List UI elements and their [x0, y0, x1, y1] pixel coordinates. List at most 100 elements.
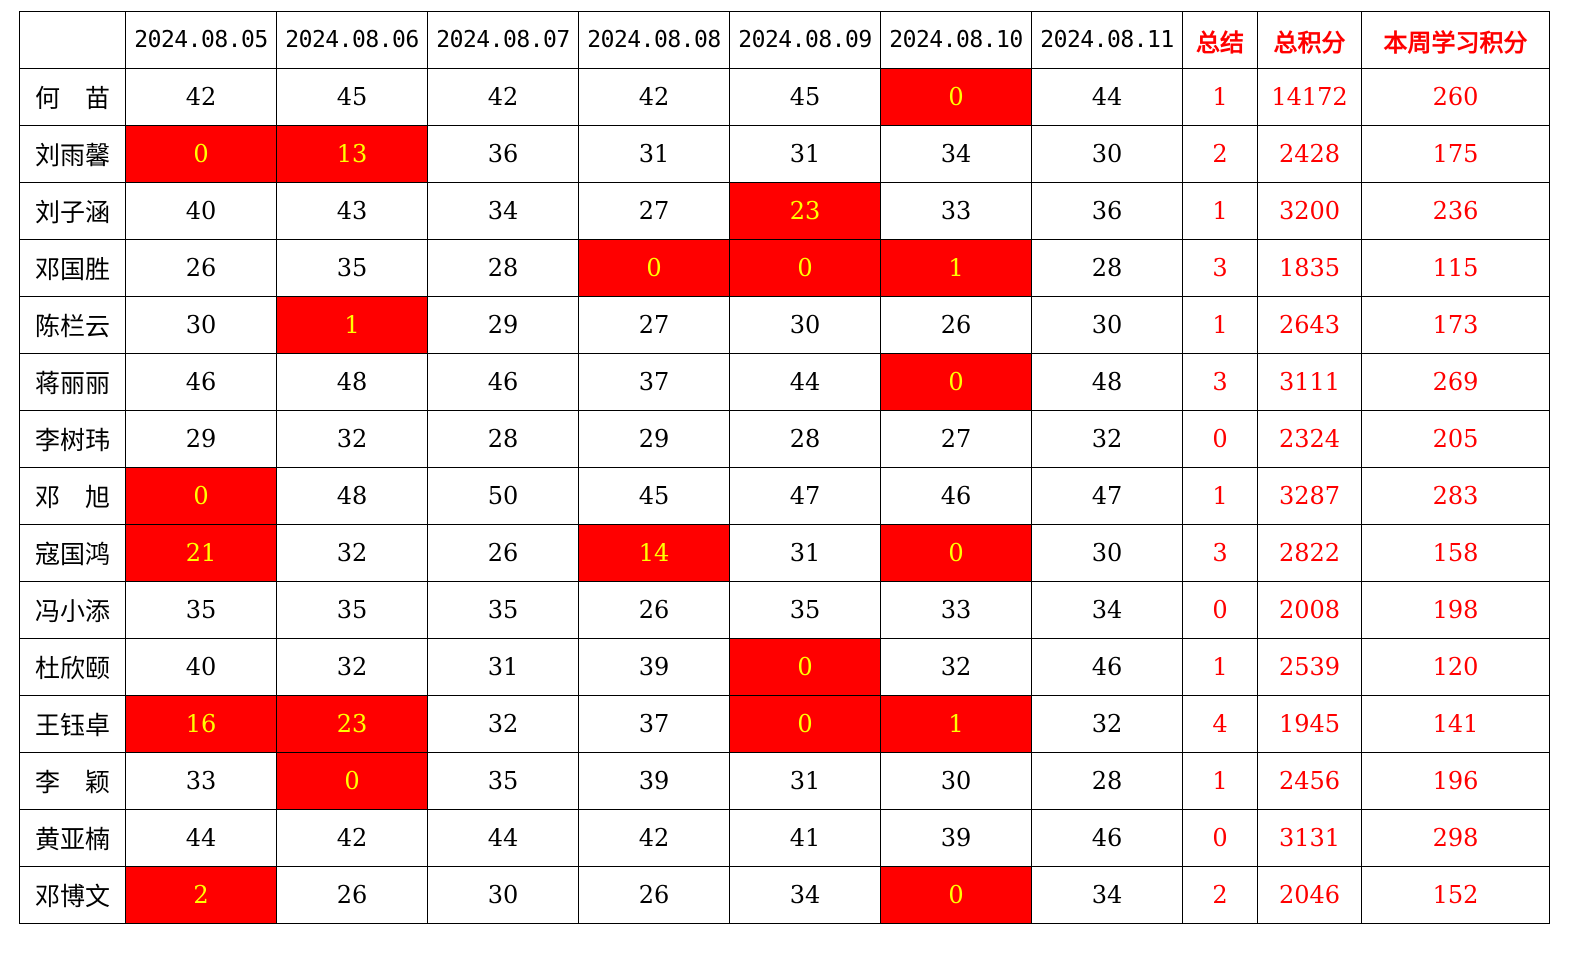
student-name: 杜欣颐: [19, 638, 126, 696]
daily-score: 29: [427, 296, 579, 354]
table-row: 王钰卓 16 23 32 37 0 1 32 4 1945 141: [19, 695, 1550, 753]
table-row: 邓博文 2 26 30 26 34 0 34 2 2046 152: [19, 866, 1550, 924]
weekly-points-header: 本周学习积分: [1361, 11, 1550, 69]
weekly-points: 120: [1361, 638, 1550, 696]
date-header: 2024.08.07: [427, 11, 579, 69]
summary-count: 3: [1182, 239, 1258, 297]
daily-score: 48: [276, 467, 428, 525]
daily-score: 33: [880, 581, 1032, 639]
daily-score: 39: [578, 638, 730, 696]
table-row: 何 苗 42 45 42 42 45 0 44 1 14172 260: [19, 68, 1550, 126]
daily-score: 35: [276, 239, 428, 297]
weekly-points: 173: [1361, 296, 1550, 354]
summary-count: 1: [1182, 638, 1258, 696]
daily-score-flagged: 0: [276, 752, 428, 810]
weekly-points: 152: [1361, 866, 1550, 924]
daily-score: 42: [427, 68, 579, 126]
daily-score: 28: [1031, 239, 1183, 297]
daily-score: 34: [880, 125, 1032, 183]
daily-score: 40: [125, 182, 277, 240]
daily-score: 39: [578, 752, 730, 810]
daily-score: 28: [729, 410, 881, 468]
summary-count: 1: [1182, 296, 1258, 354]
student-name: 刘雨馨: [19, 125, 126, 183]
daily-score: 34: [1031, 581, 1183, 639]
total-points-header: 总积分: [1257, 11, 1362, 69]
daily-score: 47: [1031, 467, 1183, 525]
date-header: 2024.08.08: [578, 11, 730, 69]
daily-score: 33: [880, 182, 1032, 240]
corner-cell: [19, 11, 126, 69]
daily-score: 26: [578, 866, 730, 924]
student-name: 蒋丽丽: [19, 353, 126, 411]
daily-score-flagged: 0: [880, 524, 1032, 582]
summary-count: 1: [1182, 467, 1258, 525]
total-points: 2324: [1257, 410, 1362, 468]
weekly-points: 141: [1361, 695, 1550, 753]
daily-score: 32: [276, 410, 428, 468]
daily-score: 46: [427, 353, 579, 411]
summary-count: 4: [1182, 695, 1258, 753]
table-row: 蒋丽丽 46 48 46 37 44 0 48 3 3111 269: [19, 353, 1550, 411]
student-name: 陈栏云: [19, 296, 126, 354]
daily-score: 32: [276, 638, 428, 696]
student-name: 黄亚楠: [19, 809, 126, 867]
daily-score: 47: [729, 467, 881, 525]
total-points: 2456: [1257, 752, 1362, 810]
daily-score: 40: [125, 638, 277, 696]
daily-score: 35: [729, 581, 881, 639]
daily-score: 41: [729, 809, 881, 867]
table-body: 2024.08.05 2024.08.06 2024.08.07 2024.08…: [19, 11, 1550, 924]
daily-score: 30: [1031, 524, 1183, 582]
daily-score: 46: [125, 353, 277, 411]
summary-count: 1: [1182, 182, 1258, 240]
summary-count: 2: [1182, 866, 1258, 924]
daily-score: 35: [427, 752, 579, 810]
date-header: 2024.08.11: [1031, 11, 1183, 69]
daily-score: 43: [276, 182, 428, 240]
total-points: 2539: [1257, 638, 1362, 696]
table-row: 黄亚楠 44 42 44 42 41 39 46 0 3131 298: [19, 809, 1550, 867]
daily-score: 30: [1031, 125, 1183, 183]
daily-score: 27: [880, 410, 1032, 468]
total-points: 14172: [1257, 68, 1362, 126]
summary-count: 3: [1182, 353, 1258, 411]
daily-score-flagged: 0: [729, 638, 881, 696]
daily-score-flagged: 13: [276, 125, 428, 183]
daily-score: 30: [427, 866, 579, 924]
daily-score: 32: [880, 638, 1032, 696]
daily-score: 36: [1031, 182, 1183, 240]
summary-header: 总结: [1182, 11, 1258, 69]
table-row: 李树玮 29 32 28 29 28 27 32 0 2324 205: [19, 410, 1550, 468]
daily-score-flagged: 16: [125, 695, 277, 753]
daily-score: 29: [125, 410, 277, 468]
daily-score: 34: [427, 182, 579, 240]
daily-score: 28: [427, 239, 579, 297]
daily-score: 32: [1031, 695, 1183, 753]
daily-score-flagged: 0: [125, 467, 277, 525]
daily-score: 28: [427, 410, 579, 468]
table-row: 邓国胜 26 35 28 0 0 1 28 3 1835 115: [19, 239, 1550, 297]
daily-score: 35: [276, 581, 428, 639]
daily-score: 31: [427, 638, 579, 696]
table-row: 冯小添 35 35 35 26 35 33 34 0 2008 198: [19, 581, 1550, 639]
summary-count: 1: [1182, 752, 1258, 810]
weekly-points: 196: [1361, 752, 1550, 810]
total-points: 3111: [1257, 353, 1362, 411]
daily-score-flagged: 23: [276, 695, 428, 753]
score-table: 2024.08.05 2024.08.06 2024.08.07 2024.08…: [19, 11, 1550, 924]
date-header: 2024.08.05: [125, 11, 277, 69]
daily-score: 42: [276, 809, 428, 867]
daily-score-flagged: 0: [880, 353, 1032, 411]
daily-score-flagged: 0: [880, 866, 1032, 924]
daily-score: 29: [578, 410, 730, 468]
student-name: 邓博文: [19, 866, 126, 924]
daily-score: 26: [880, 296, 1032, 354]
daily-score-flagged: 0: [578, 239, 730, 297]
total-points: 1835: [1257, 239, 1362, 297]
daily-score-flagged: 1: [880, 695, 1032, 753]
student-name: 冯小添: [19, 581, 126, 639]
daily-score: 50: [427, 467, 579, 525]
weekly-points: 198: [1361, 581, 1550, 639]
summary-count: 0: [1182, 410, 1258, 468]
